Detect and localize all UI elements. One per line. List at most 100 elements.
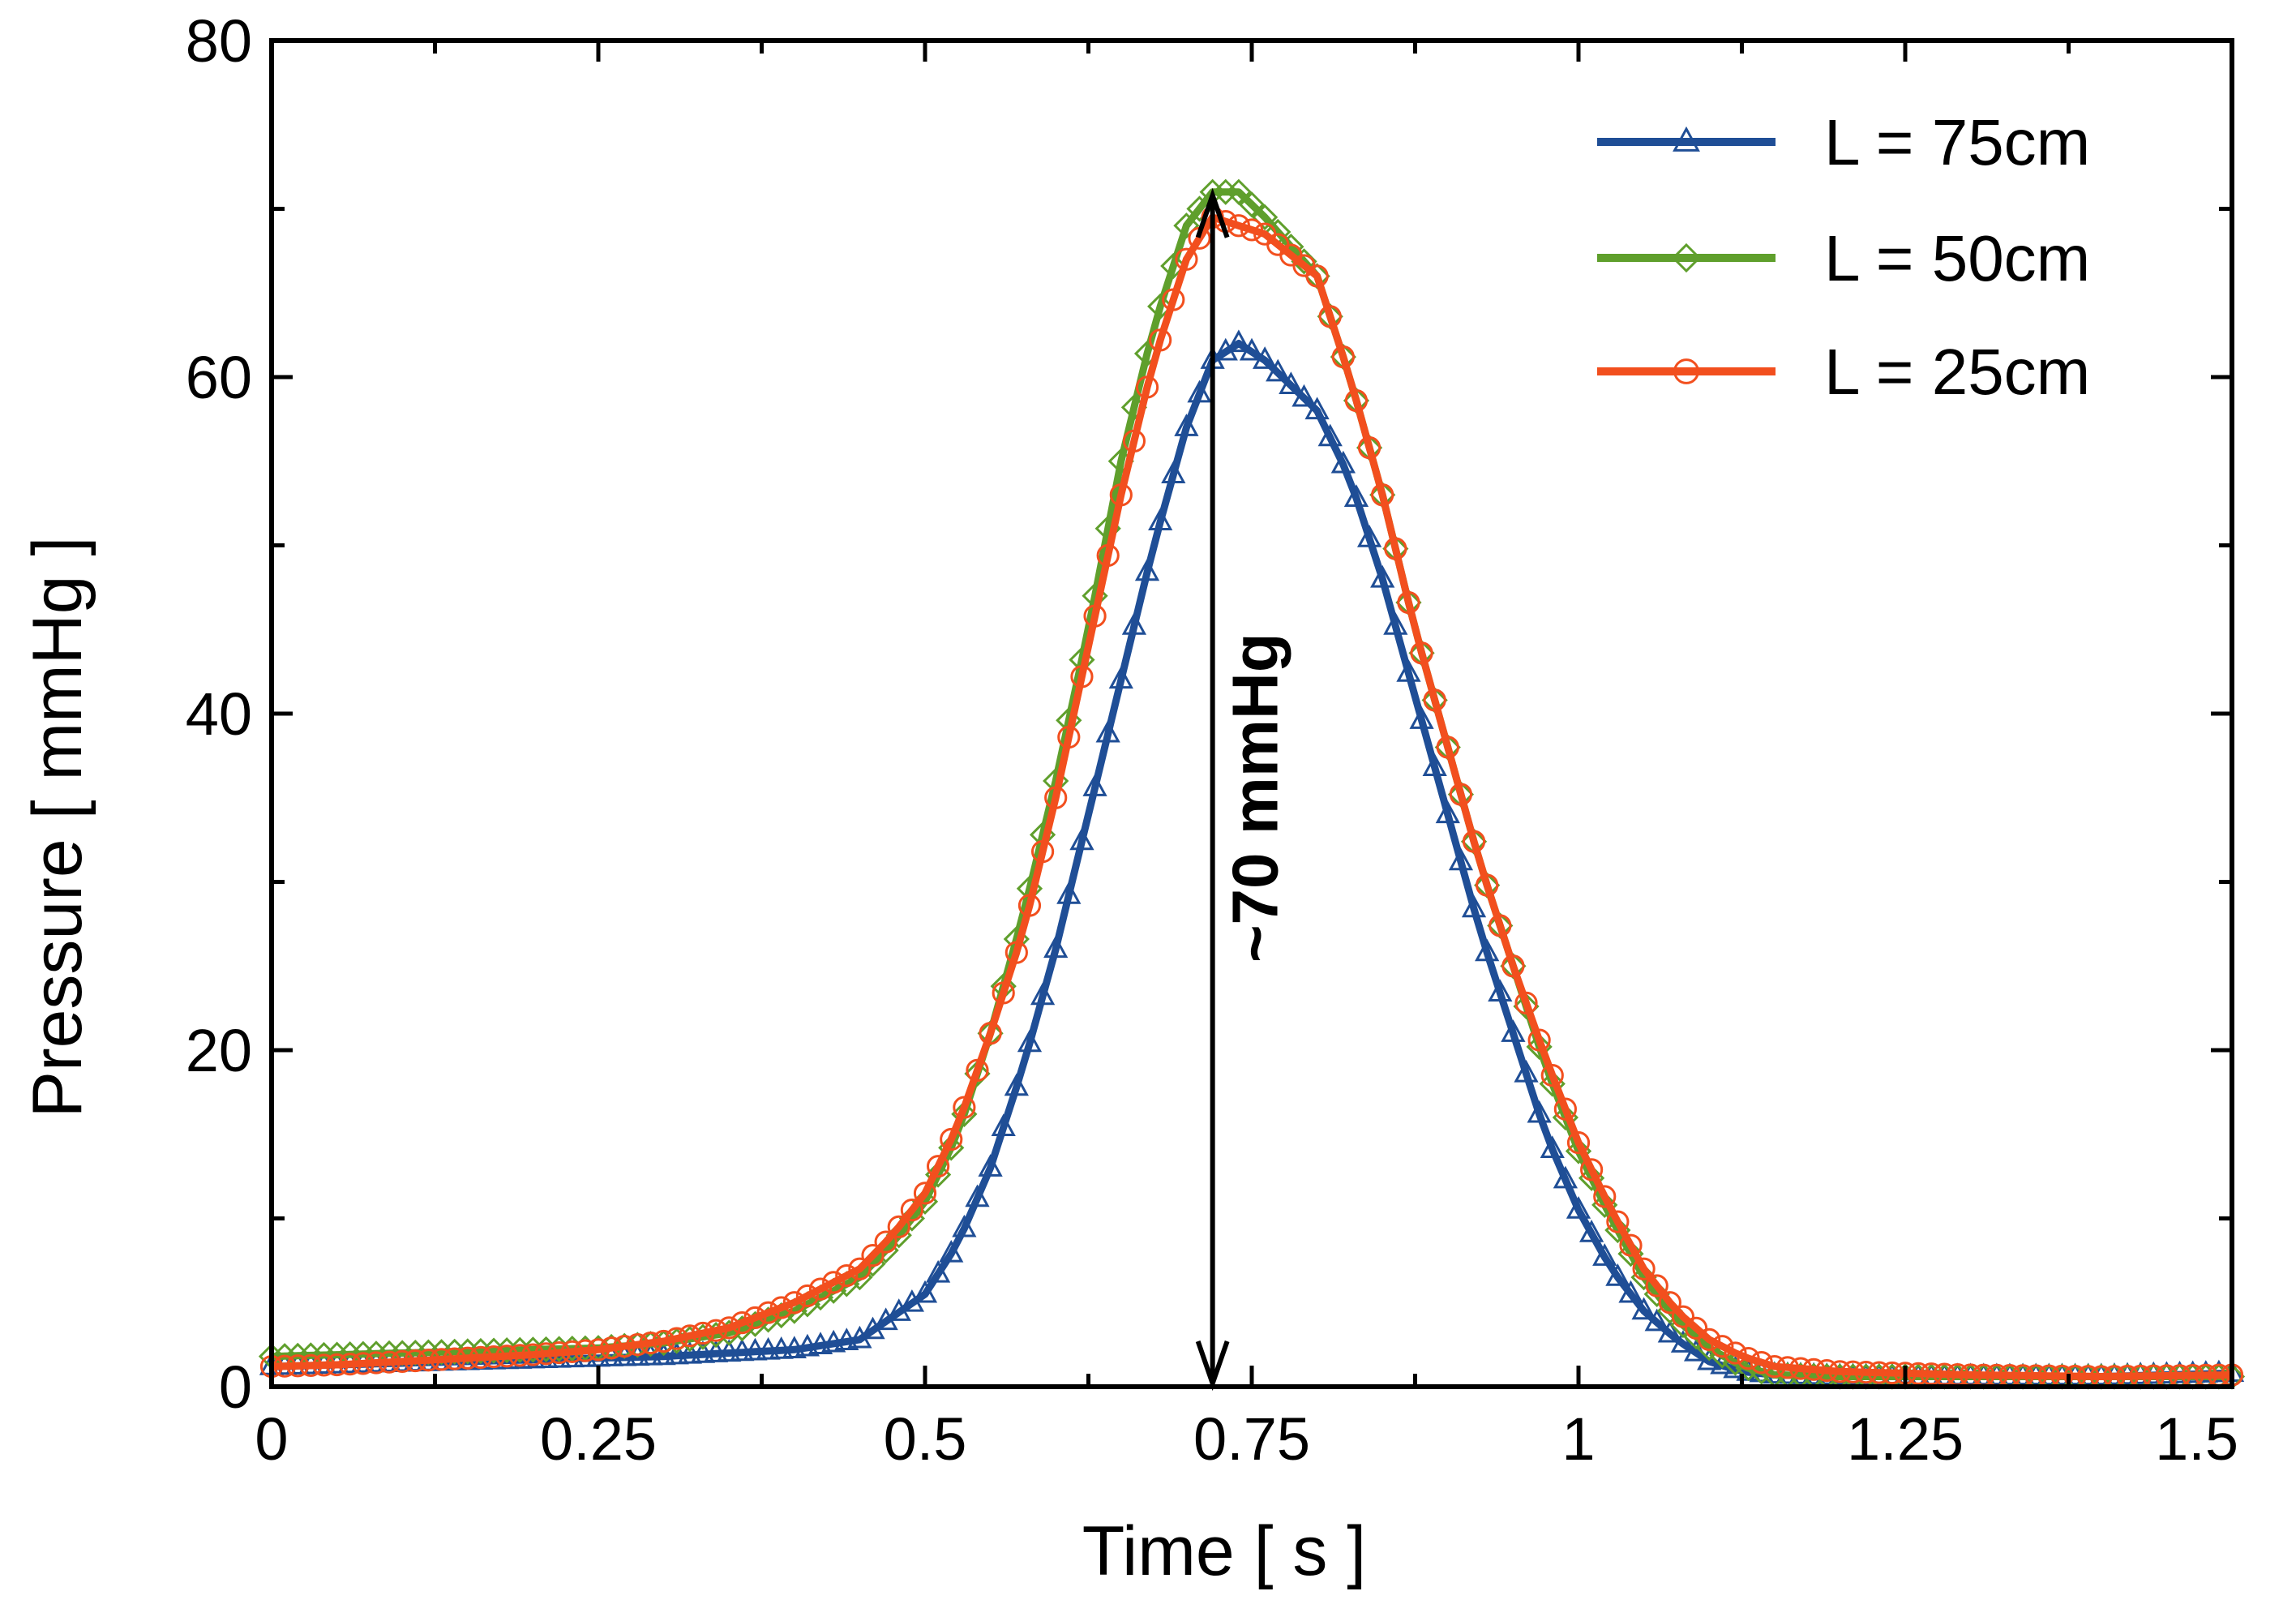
data-point (924, 1161, 952, 1188)
data-point (940, 1127, 963, 1152)
data-point (1057, 725, 1081, 749)
data-point (1788, 1357, 1813, 1380)
data-point (703, 1340, 729, 1362)
data-point (1082, 774, 1107, 796)
data-point (925, 1259, 951, 1283)
x-tick-label: 0 (255, 1405, 288, 1473)
data-point (299, 1353, 323, 1377)
data-point (1004, 941, 1028, 964)
data-point (1737, 1347, 1760, 1370)
data-point (952, 1214, 977, 1237)
data-point (1109, 483, 1133, 507)
data-point (1305, 264, 1329, 288)
data-point (1017, 1029, 1043, 1053)
data-point (1527, 1028, 1551, 1052)
data-point (443, 1347, 466, 1370)
data-point (1501, 1019, 1526, 1042)
data-point (1070, 665, 1094, 688)
data-point (782, 1336, 807, 1358)
data-point (1344, 388, 1369, 413)
data-point (1513, 993, 1540, 1020)
data-point (1644, 1308, 1669, 1332)
y-tick-label: 60 (186, 344, 252, 411)
data-point (874, 1230, 897, 1254)
data-point (1004, 1073, 1029, 1096)
data-point (1318, 305, 1342, 328)
data-point (691, 1321, 715, 1345)
data-point (441, 1338, 468, 1365)
data-point (992, 981, 1015, 1005)
data-point (338, 1353, 362, 1376)
data-point (351, 1352, 375, 1375)
data-point (312, 1353, 336, 1377)
data-point (428, 1339, 455, 1366)
data-point (1239, 337, 1265, 361)
data-point (1149, 328, 1172, 352)
data-point (861, 1244, 885, 1267)
data-point (613, 1335, 636, 1358)
data-point (482, 1345, 506, 1369)
data-point (1448, 847, 1474, 871)
data-point (1343, 484, 1369, 507)
x-axis-title: Time [ s ] (1082, 1512, 1366, 1590)
peak-annotation-label: ~70 mmHg (1219, 633, 1292, 963)
y-tick-label: 80 (186, 7, 252, 75)
data-point (417, 1349, 440, 1372)
data-point (1304, 397, 1330, 420)
y-tick-label: 20 (186, 1017, 252, 1084)
data-point (1698, 1327, 1721, 1352)
data-point (1591, 1191, 1618, 1219)
data-point (1828, 1360, 1852, 1383)
data-point (1240, 218, 1264, 242)
data-point (1162, 288, 1185, 311)
data-point (795, 1284, 820, 1308)
tick-labels: 0 0.25 0.5 0.75 1 1.25 1.5 0 20 40 60 80 (186, 7, 2238, 1473)
data-point (807, 1332, 833, 1354)
data-point (927, 1155, 950, 1178)
data-point (1617, 1240, 1644, 1267)
data-point (665, 1327, 688, 1350)
data-point (965, 1184, 990, 1207)
data-point (1724, 1341, 1747, 1365)
peak-arrow-head-bottom (1195, 1340, 1230, 1392)
data-point (1436, 736, 1459, 759)
data-point (547, 1340, 571, 1365)
data-point (1867, 1361, 1891, 1384)
data-point (717, 1339, 742, 1362)
data-point (1083, 604, 1107, 628)
data-point (822, 1271, 846, 1294)
data-point (834, 1327, 859, 1350)
data-point (1187, 380, 1212, 403)
data-point (912, 1280, 938, 1303)
y-tick-label: 0 (219, 1353, 252, 1421)
data-point (1880, 1361, 1904, 1385)
data-point (1657, 1319, 1682, 1343)
x-tick-label: 1.5 (2155, 1405, 2238, 1473)
data-point (1435, 800, 1460, 824)
data-point (1122, 429, 1146, 453)
plot-frame (269, 38, 2234, 1389)
data-point (1121, 611, 1147, 635)
data-point (1161, 461, 1186, 483)
legend-marker-75cm (1673, 126, 1700, 152)
data-point (756, 1301, 780, 1324)
data-point (573, 1339, 597, 1362)
data-point (1148, 508, 1173, 531)
data-point (1526, 1033, 1553, 1060)
data-point (887, 1215, 910, 1238)
data-point (718, 1316, 741, 1340)
data-point (1578, 1164, 1605, 1191)
data-point (1776, 1356, 1800, 1379)
data-point (743, 1306, 767, 1330)
legend-entry-75cm: L = 75cm (1597, 106, 2090, 178)
data-point (966, 1058, 989, 1083)
x-tick-label: 0.5 (884, 1405, 967, 1473)
data-point (638, 1342, 663, 1366)
data-point (1711, 1335, 1734, 1358)
data-point (938, 1134, 965, 1161)
data-point (1043, 935, 1069, 959)
legend-entry-25cm: L = 25cm (1597, 336, 2090, 408)
data-point (1279, 371, 1304, 394)
data-point (1658, 1291, 1681, 1315)
